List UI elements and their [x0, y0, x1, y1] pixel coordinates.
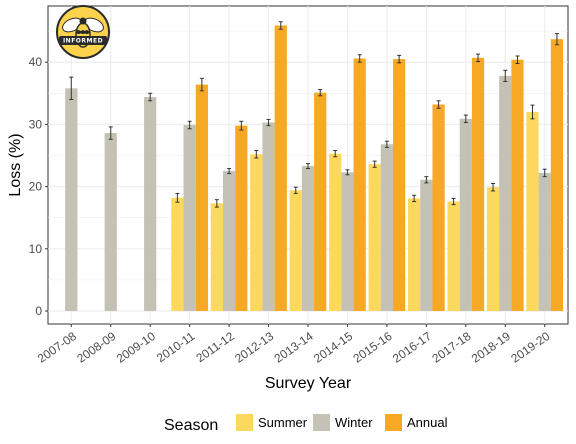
x-tick-label: 2018-19 [469, 329, 513, 366]
bar-winter [341, 172, 354, 311]
bar-annual [471, 57, 485, 311]
x-tick-label: 2013-14 [272, 329, 316, 366]
x-tick-label: 2015-16 [351, 329, 395, 366]
y-tick-label: 0 [35, 304, 42, 318]
bar-winter [222, 171, 236, 311]
legend-title: Season [164, 417, 218, 434]
bar-winter [459, 118, 472, 311]
bee-icon [62, 17, 104, 48]
x-tick-label: 2012-13 [232, 329, 276, 366]
bee-informed-logo: BEE INFORMED [56, 5, 110, 59]
bar-winter [183, 125, 196, 311]
bar-annual [314, 92, 327, 311]
logo-badge-text: BEE [77, 30, 89, 36]
bar-winter [144, 97, 157, 311]
y-tick-label: 20 [29, 180, 43, 194]
bar-annual [550, 39, 564, 311]
x-axis-title: Survey Year [265, 375, 352, 392]
bar-annual [432, 104, 445, 311]
legend-label-annual: Annual [407, 415, 448, 430]
bar-summer [447, 201, 460, 311]
bar-annual [274, 25, 287, 311]
bar-summer [329, 153, 342, 311]
legend-key-summer [236, 414, 253, 431]
bar-winter [420, 179, 433, 311]
bar-winter [380, 144, 394, 311]
bar-winter [301, 166, 315, 311]
bar-annual [235, 125, 248, 311]
bar-summer [526, 111, 539, 312]
y-axis: 0 10 20 30 40 [29, 55, 48, 318]
x-tick-label: 2011-12 [193, 329, 237, 365]
bar-winter [104, 133, 117, 311]
x-tick-label: 2008-09 [74, 329, 118, 366]
y-tick-label: 40 [29, 55, 43, 69]
bar-winter [499, 75, 512, 311]
bar-winter [65, 88, 78, 311]
legend: Season Summer Winter Annual [164, 414, 448, 434]
legend-key-winter [313, 414, 330, 431]
bar-summer [408, 198, 421, 311]
y-axis-title: Loss (%) [7, 133, 24, 196]
error-bars [69, 21, 559, 208]
bar-winter [262, 122, 275, 311]
logo-banner [59, 36, 107, 45]
bar-summer [486, 187, 500, 311]
x-tick-label: 2007-08 [35, 329, 79, 366]
bar-summer [210, 203, 223, 311]
bar-annual [195, 84, 208, 311]
x-tick-label: 2016-17 [390, 329, 434, 366]
bar-annual [353, 58, 366, 311]
bar-summer [250, 154, 263, 311]
logo-text: INFORMED [63, 38, 103, 45]
x-tick-label: 2010-11 [154, 329, 198, 365]
bars [65, 25, 564, 312]
legend-label-winter: Winter [335, 415, 373, 430]
y-tick-label: 30 [29, 117, 43, 131]
x-tick-label: 2017-18 [429, 329, 473, 366]
bar-summer [368, 164, 381, 311]
bar-annual [511, 59, 524, 311]
x-tick-label: 2019-20 [508, 329, 552, 366]
bar-annual [393, 59, 406, 312]
bar-winter [538, 172, 551, 311]
bar-summer [171, 197, 184, 311]
legend-key-annual [385, 414, 402, 431]
x-axis: 2007-082008-092009-102010-112011-122012-… [35, 324, 553, 366]
x-tick-label: 2009-10 [114, 329, 158, 366]
x-tick-label: 2014-15 [311, 329, 355, 366]
y-tick-label: 10 [29, 242, 43, 256]
legend-label-summer: Summer [258, 415, 308, 430]
bar-summer [289, 190, 302, 311]
